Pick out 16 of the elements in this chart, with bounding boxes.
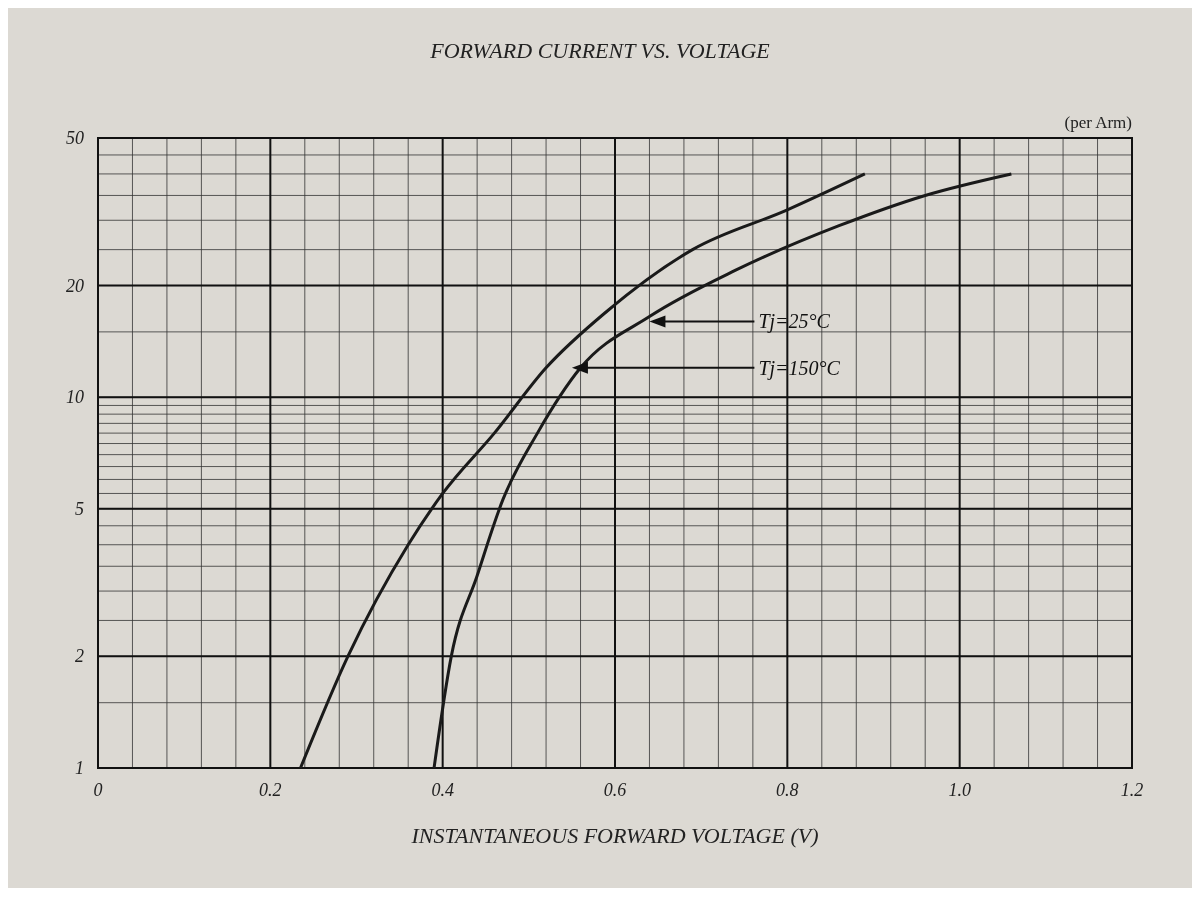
x-tick-label: 0.8 xyxy=(776,780,799,800)
y-tick-label: 20 xyxy=(66,275,84,296)
x-tick-label: 1.0 xyxy=(948,780,971,800)
y-tick-label: 10 xyxy=(66,387,84,408)
x-tick-label: 0.4 xyxy=(431,780,454,800)
x-tick-label: 1.2 xyxy=(1120,780,1144,800)
chart-title: FORWARD CURRENT VS. VOLTAGE xyxy=(429,38,771,63)
y-tick-label: 5 xyxy=(75,498,84,519)
text: (per Arm) xyxy=(1064,113,1132,132)
y-tick-label: 50 xyxy=(66,128,84,148)
x-tick-label: 0 xyxy=(93,780,103,800)
y-tick-label: 1 xyxy=(75,758,84,778)
x-axis-title: INSTANTANEOUS FORWARD VOLTAGE (V) xyxy=(410,823,819,848)
y-tick-label: 2 xyxy=(75,646,84,667)
x-tick-label: 0.2 xyxy=(259,780,282,800)
x-tick-label: 0.6 xyxy=(603,780,627,800)
